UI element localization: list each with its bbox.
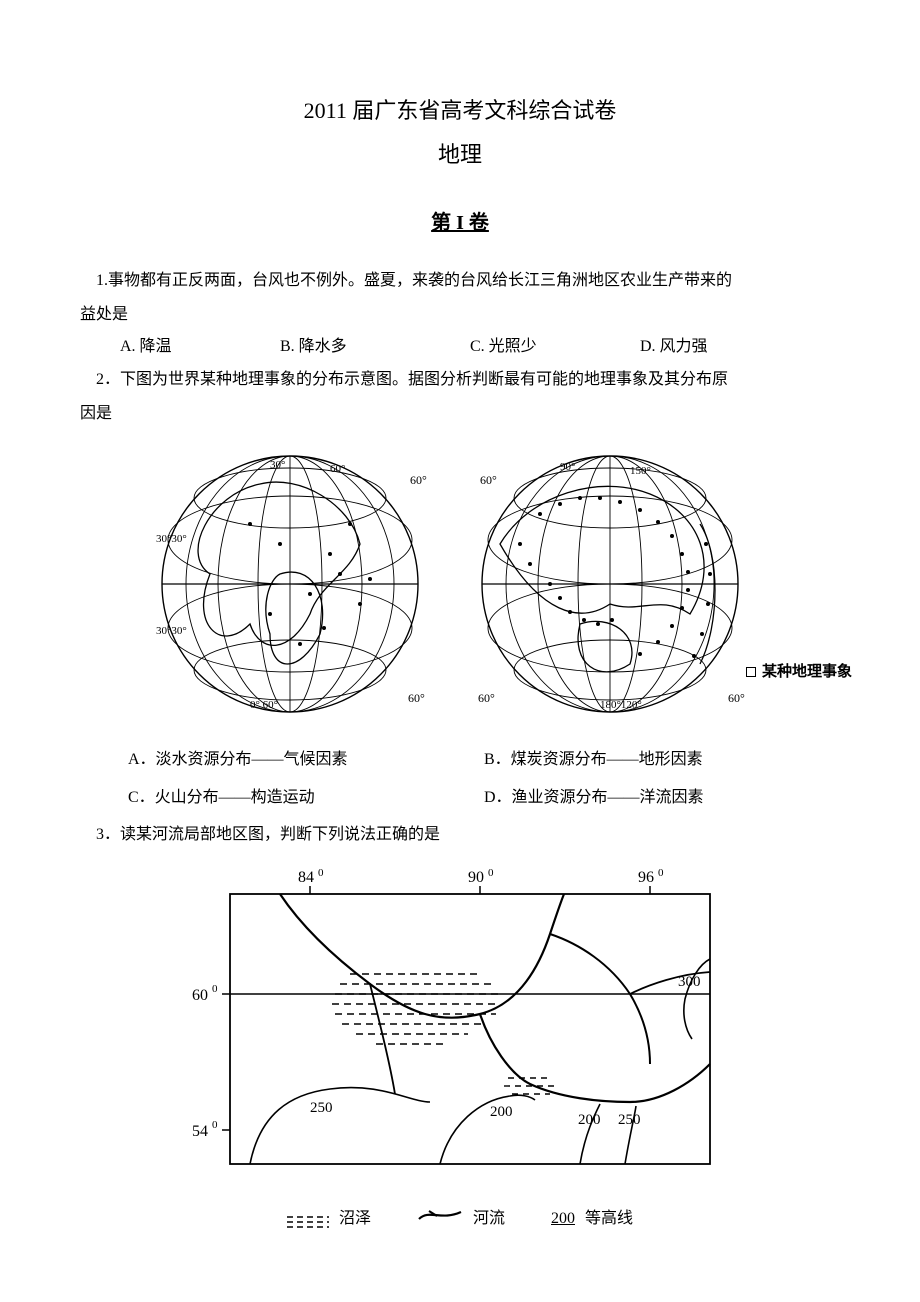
svg-text:0: 0 bbox=[488, 867, 494, 879]
svg-text:84: 84 bbox=[298, 869, 314, 886]
svg-text:0: 0 bbox=[658, 867, 664, 879]
q2-legend: 某种地理事象 bbox=[746, 658, 852, 687]
svg-text:60°: 60° bbox=[478, 691, 495, 705]
section-1-header: 第 I 卷 bbox=[80, 204, 840, 242]
svg-text:250: 250 bbox=[310, 1100, 333, 1116]
exam-title: 2011 届广东省高考文科综合试卷 bbox=[80, 90, 840, 132]
river-icon bbox=[417, 1204, 463, 1234]
q1-option-d: D. 风力强 bbox=[640, 332, 760, 362]
q1-options: A. 降温 B. 降水多 C. 光照少 D. 风力强 bbox=[120, 332, 840, 362]
title-block: 2011 届广东省高考文科综合试卷 地理 bbox=[80, 90, 840, 176]
q2-option-c: C．火山分布——构造运动 bbox=[128, 783, 484, 813]
svg-text:30°30°: 30°30° bbox=[156, 533, 187, 545]
q2-options: A．淡水资源分布——气候因素 C．火山分布——构造运动 B．煤炭资源分布——地形… bbox=[128, 745, 840, 814]
q2-stem-line2: 因是 bbox=[80, 399, 840, 429]
q1-stem-line1: 1.事物都有正反两面，台风也不例外。盛夏，来袭的台风给长江三角洲地区农业生产带来… bbox=[80, 266, 840, 296]
q2-legend-label: 某种地理事象 bbox=[762, 658, 852, 687]
legend-river: 河流 bbox=[417, 1204, 505, 1234]
svg-text:60°: 60° bbox=[728, 691, 745, 705]
legend-swamp-label: 沼泽 bbox=[339, 1204, 371, 1234]
q1-option-c: C. 光照少 bbox=[470, 332, 640, 362]
q2-option-d: D．渔业资源分布——洋流因素 bbox=[484, 783, 840, 813]
svg-text:0: 0 bbox=[318, 867, 324, 879]
q2-option-b: B．煤炭资源分布——地形因素 bbox=[484, 745, 840, 775]
legend-contour-label: 等高线 bbox=[585, 1204, 633, 1234]
q3-stem: 3．读某河流局部地区图，判断下列说法正确的是 bbox=[80, 820, 840, 850]
svg-text:30°30°: 30°30° bbox=[156, 625, 187, 637]
legend-square-icon bbox=[746, 667, 756, 677]
svg-text:200: 200 bbox=[578, 1112, 601, 1128]
world-map-svg: 30° 60° 30°30° 30°30° 0° 60° 60° 60° bbox=[110, 444, 810, 724]
legend-swamp: 沼泽 bbox=[287, 1204, 371, 1234]
svg-text:0: 0 bbox=[212, 983, 218, 995]
svg-text:200: 200 bbox=[490, 1104, 513, 1120]
svg-text:90°: 90° bbox=[560, 461, 575, 473]
svg-text:60°: 60° bbox=[408, 691, 425, 705]
svg-text:0° 60°: 0° 60° bbox=[250, 699, 278, 711]
svg-text:60: 60 bbox=[192, 987, 208, 1004]
q3-legend: 沼泽 河流 200 等高线 bbox=[80, 1204, 840, 1234]
q2-figure: 30° 60° 30°30° 30°30° 0° 60° 60° 60° bbox=[80, 444, 840, 735]
legend-contour: 200 等高线 bbox=[551, 1204, 633, 1234]
svg-text:60°: 60° bbox=[480, 473, 497, 487]
legend-contour-value: 200 bbox=[551, 1204, 575, 1234]
q2-option-a: A．淡水资源分布——气候因素 bbox=[128, 745, 484, 775]
q1-option-a: A. 降温 bbox=[120, 332, 280, 362]
svg-text:96: 96 bbox=[638, 869, 654, 886]
svg-text:180°120°: 180°120° bbox=[600, 699, 642, 711]
exam-subject: 地理 bbox=[80, 134, 840, 176]
svg-text:90: 90 bbox=[468, 869, 484, 886]
svg-text:60°: 60° bbox=[330, 463, 345, 475]
svg-text:150°: 150° bbox=[630, 465, 651, 477]
svg-text:60°: 60° bbox=[410, 473, 427, 487]
svg-text:0: 0 bbox=[212, 1119, 218, 1131]
q2-stem-line1: 2．下图为世界某种地理事象的分布示意图。据图分析判断最有可能的地理事象及其分布原 bbox=[80, 365, 840, 395]
legend-river-label: 河流 bbox=[473, 1204, 505, 1234]
svg-text:30°: 30° bbox=[270, 459, 285, 471]
q1-option-b: B. 降水多 bbox=[280, 332, 470, 362]
svg-text:54: 54 bbox=[192, 1123, 208, 1140]
svg-text:300: 300 bbox=[678, 974, 701, 990]
q3-figure: 84 0 90 0 96 0 60 0 54 0 bbox=[80, 864, 840, 1194]
svg-text:250: 250 bbox=[618, 1112, 641, 1128]
q1-stem-line2: 益处是 bbox=[80, 300, 840, 330]
swamp-icon bbox=[287, 1211, 329, 1227]
river-map-svg: 84 0 90 0 96 0 60 0 54 0 bbox=[180, 864, 740, 1194]
